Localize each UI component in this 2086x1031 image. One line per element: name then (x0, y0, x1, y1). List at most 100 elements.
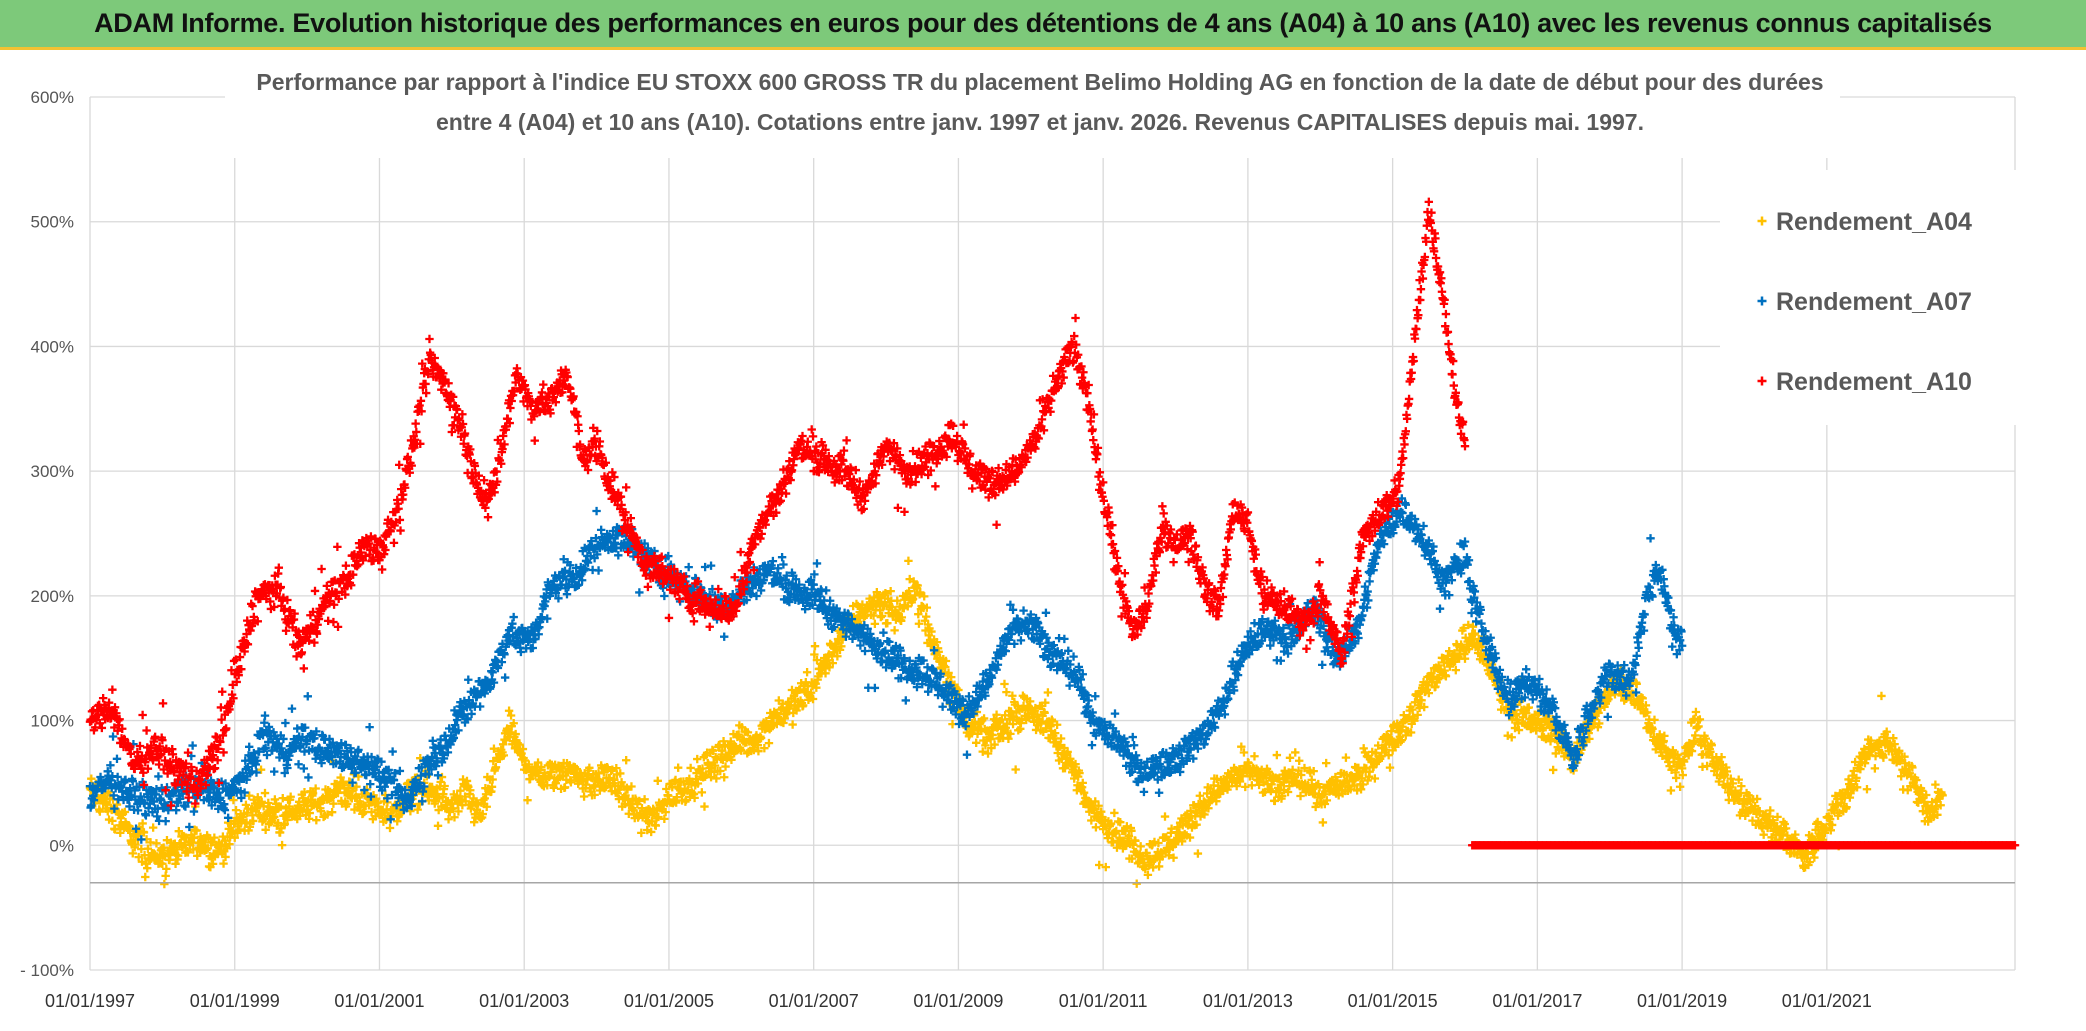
series-rendement_a04-point (810, 641, 820, 651)
series-rendement_a04-point (148, 823, 158, 832)
series-rendement_a04-point (160, 879, 169, 889)
series-rendement_a04-point (448, 804, 458, 813)
series-rendement_a04-point (131, 840, 140, 849)
series-rendement_a04-point (231, 805, 241, 815)
series-rendement_a04-point (128, 849, 137, 858)
series-rendement_a04-point (248, 816, 258, 826)
series-rendement_a04-point (487, 782, 497, 792)
series-rendement_a04-point (499, 751, 509, 760)
series-rendement_a04-point (339, 781, 349, 790)
series-rendement_a04-point (1247, 781, 1257, 790)
series-rendement_a04-point (1091, 823, 1101, 832)
series-rendement_a04-point (1272, 750, 1282, 760)
series-rendement_a04-point (316, 807, 326, 816)
series-rendement_a04-point (566, 778, 576, 787)
series-rendement_a07-point (108, 732, 118, 741)
series-rendement_a04-point (257, 797, 266, 806)
series-rendement_a04-point (221, 852, 230, 862)
series-rendement_a04-point (210, 833, 219, 842)
series-rendement_a04-point (600, 783, 609, 793)
series-rendement_a04-point (110, 825, 120, 834)
series-rendement_a04-point (764, 738, 774, 748)
series-rendement_a07-point (860, 646, 870, 656)
series-rendement_a04-point (1691, 707, 1701, 717)
series-rendement_a04-point (413, 805, 422, 814)
series-rendement_a07-point (879, 628, 888, 637)
series-rendement_a04-point (327, 807, 337, 817)
series-rendement_a04-point (193, 851, 202, 861)
series-rendement_a04-point (261, 825, 270, 835)
series-rendement_a04-point (270, 795, 280, 804)
series-rendement_a07-point (188, 741, 197, 750)
series-rendement_a04-point (202, 845, 211, 854)
series-rendement_a04-point (95, 807, 105, 816)
series-rendement_a07-point (1069, 652, 1078, 661)
series-rendement_a04-point (189, 833, 199, 843)
series-rendement_a07-point (562, 589, 572, 599)
series-rendement_a04-point (537, 762, 546, 772)
series-rendement_a07-point (700, 562, 710, 572)
series-rendement_a04-point (245, 791, 254, 800)
series-rendement_a04-point (367, 807, 376, 817)
series-rendement_a04-point (491, 763, 501, 772)
series-rendement_a07-point (1060, 634, 1069, 644)
series-rendement_a07-point (684, 562, 693, 572)
series-rendement_a07-point (388, 747, 397, 756)
series-rendement_a04-point (515, 740, 524, 749)
series-rendement_a04-point (466, 786, 475, 795)
series-rendement_a07-point (1154, 788, 1164, 797)
series-rendement_a07-point (154, 772, 163, 781)
series-rendement_a04-point (1675, 782, 1685, 791)
series-rendement_a04-point (533, 758, 543, 767)
series-rendement_a04-point (229, 795, 238, 805)
series-rendement_a04-point (1011, 765, 1020, 774)
series-rendement_a04-point (343, 799, 352, 809)
series-rendement_a04-point (890, 626, 899, 635)
series-rendement_a04-point (230, 833, 239, 842)
series-rendement_a04-point (323, 810, 332, 819)
series-rendement_a04-point (971, 738, 981, 748)
series-rendement_a04-point (1870, 764, 1880, 773)
series-rendement_a04-point (433, 821, 443, 830)
series-rendement_a07-point (303, 692, 312, 701)
series-rendement_a07-point (365, 722, 374, 732)
series-rendement_a04-point (171, 859, 180, 869)
series-rendement_a04-point (444, 815, 453, 824)
series-rendement_a04-point (158, 859, 167, 868)
series-rendement_a04-point (358, 809, 368, 818)
series-rendement_a04-point (921, 612, 931, 621)
series-rendement_a04-point (139, 828, 149, 837)
series-rendement_a04-point (385, 823, 395, 833)
series-rendement_a04-point (308, 789, 318, 798)
series-rendement_a04-point (456, 786, 465, 795)
series-rendement_a04-point (621, 756, 631, 765)
series-rendement_a04-point (276, 802, 285, 811)
series-rendement_a04-point (697, 788, 707, 797)
series-rendement_a07-point (287, 704, 297, 713)
series-rendement_a04-point (506, 711, 516, 720)
series-rendement_a04-point (1132, 879, 1141, 888)
series-rendement_a04-point (270, 812, 279, 822)
series-rendement_a04-point (283, 815, 292, 825)
series-rendement_a04-point (336, 773, 345, 782)
series-rendement_a04-point (653, 776, 662, 786)
series-rendement_a04-point (1318, 818, 1328, 827)
series-rendement_a04-point (482, 802, 491, 811)
series-rendement_a04-point (264, 798, 273, 808)
series-rendement_a04-point (1160, 812, 1170, 821)
series-rendement_a07-point (543, 614, 552, 623)
series-rendement_a04-point (278, 793, 287, 803)
series-rendement_a04-point (1136, 842, 1145, 851)
series-rendement_a04-point (120, 807, 130, 817)
series-rendement_a04-point (228, 826, 237, 836)
series-rendement_a07-point (1365, 577, 1374, 586)
series-rendement_a04-point (1862, 785, 1872, 794)
series-rendement_a07-point (660, 591, 669, 601)
series-rendement_a04-point (904, 556, 913, 566)
series-rendement_a04-point (469, 794, 478, 803)
series-rendement_a04-point (87, 774, 96, 783)
series-rendement_a07-point (1128, 732, 1137, 742)
series-rendement_a07-point (1435, 604, 1445, 613)
series-rendement_a04-point (593, 776, 603, 786)
series-rendement_a04-point (606, 766, 616, 776)
